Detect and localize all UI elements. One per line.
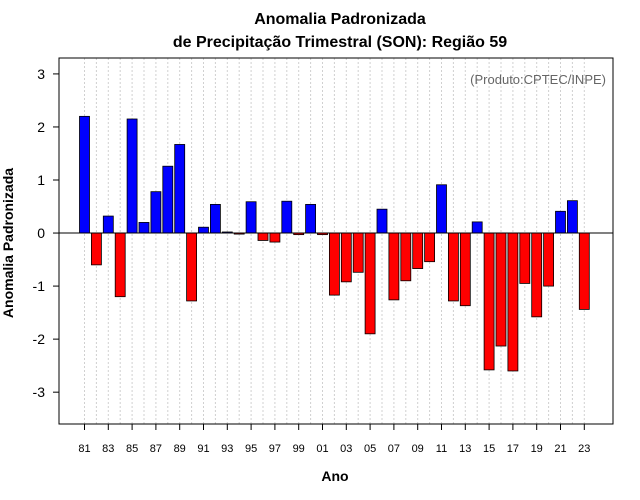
bar-05 — [364, 232, 376, 335]
bar-82 — [91, 232, 102, 266]
x-axis-title: Ano — [321, 468, 348, 484]
x-axis: 81 83 85 87 89 91 93 95 97 99 01 03 05 07 09 11 13 15 17 19… — [78, 424, 590, 455]
bar-11 — [436, 184, 447, 234]
bar-06 — [376, 208, 388, 234]
y-tick-label: 2 — [37, 119, 45, 135]
x-tick-label: 95 — [245, 443, 257, 455]
x-tick-label: 01 — [316, 443, 328, 455]
bar-90 — [186, 232, 198, 302]
bar-89 — [174, 144, 186, 234]
bar-88 — [162, 165, 174, 234]
y-tick-label: -3 — [33, 384, 46, 400]
bar-07 — [388, 232, 400, 301]
y-axis-title: Anomalia Padronizada — [0, 168, 16, 318]
x-tick-label: 97 — [269, 443, 281, 455]
y-tick-label: 1 — [37, 172, 45, 188]
bar-02 — [328, 232, 340, 296]
bar-23 — [578, 232, 590, 310]
x-tick-label: 89 — [174, 443, 186, 455]
x-tick-label: 17 — [507, 443, 519, 455]
bar-95 — [245, 201, 257, 234]
x-tick-label: 87 — [150, 443, 162, 455]
x-tick-label: 23 — [578, 443, 590, 455]
y-tick-label: 3 — [37, 66, 45, 82]
x-tick-label: 81 — [78, 443, 90, 455]
bar-09 — [412, 232, 424, 269]
y-tick-label: -2 — [33, 331, 46, 347]
x-tick-label: 91 — [197, 443, 209, 455]
bar-86 — [138, 222, 150, 234]
bar-10 — [424, 232, 436, 263]
x-tick-label: 05 — [364, 443, 376, 455]
bar-14 — [471, 221, 483, 234]
x-tick-label: 03 — [340, 443, 352, 455]
bar-04 — [352, 232, 364, 273]
x-tick-label: 93 — [221, 443, 233, 455]
chart-subtitle: de Precipitação Trimestral (SON): Região… — [173, 34, 507, 51]
bar-00 — [305, 203, 317, 234]
x-tick-label: 99 — [293, 443, 305, 455]
bar-18 — [519, 232, 531, 284]
bar-20 — [543, 232, 554, 287]
bar-22 — [567, 200, 578, 234]
bar-84 — [114, 232, 126, 298]
bar-15 — [483, 232, 495, 371]
bar-81 — [79, 115, 90, 234]
bar-83 — [102, 215, 114, 234]
credit-label: (Produto:CPTEC/INPE) — [470, 72, 606, 87]
bar-13 — [459, 232, 471, 307]
bar-12 — [447, 232, 459, 302]
bar-03 — [340, 232, 352, 283]
bar-97 — [269, 232, 281, 243]
bar-16 — [495, 232, 507, 347]
x-tick-label: 19 — [531, 443, 543, 455]
bar-08 — [400, 232, 412, 282]
bar-92 — [209, 203, 221, 234]
plot-frame — [58, 57, 614, 425]
chart-title: Anomalia Padronizada — [254, 11, 426, 28]
x-tick-label: 09 — [412, 443, 424, 455]
y-tick-label: -1 — [33, 278, 46, 294]
x-tick-label: 07 — [388, 443, 400, 455]
y-axis: -3 -2 -1 0 1 2 3 — [33, 66, 59, 400]
bar-17 — [507, 232, 519, 372]
bar-21 — [555, 210, 566, 234]
x-tick-label: 11 — [436, 443, 447, 455]
x-tick-label: 83 — [102, 443, 114, 455]
bar-85 — [126, 118, 138, 234]
y-tick-label: 0 — [37, 225, 45, 241]
bar-96 — [257, 232, 269, 241]
bar-91 — [198, 226, 209, 234]
bar-98 — [281, 200, 293, 234]
bars-group — [79, 115, 590, 372]
bar-87 — [150, 191, 162, 234]
x-tick-label: 15 — [483, 443, 495, 455]
x-tick-label: 21 — [554, 443, 566, 455]
x-tick-label: 85 — [126, 443, 138, 455]
bar-19 — [531, 232, 543, 318]
x-tick-label: 13 — [459, 443, 471, 455]
